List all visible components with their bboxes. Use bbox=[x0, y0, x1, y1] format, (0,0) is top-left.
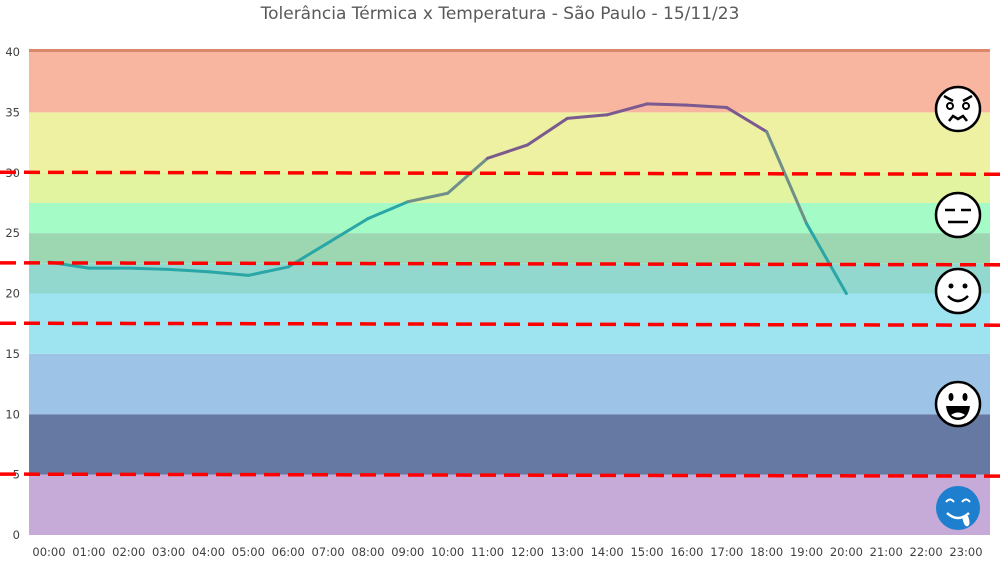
x-tick-label: 19:00 bbox=[790, 545, 823, 559]
x-tick-label: 13:00 bbox=[551, 545, 584, 559]
angry-face-icon bbox=[934, 85, 982, 133]
y-tick-label: 15 bbox=[5, 347, 20, 361]
x-tick-label: 15:00 bbox=[630, 545, 663, 559]
y-tick-label: 25 bbox=[5, 226, 20, 240]
y-tick-label: 5 bbox=[13, 468, 20, 482]
temperature-line-segment bbox=[805, 221, 848, 295]
tolerance-band bbox=[29, 414, 990, 475]
temperature-line-segment bbox=[446, 156, 490, 195]
x-tick-label: 18:00 bbox=[750, 545, 783, 559]
tolerance-band bbox=[29, 263, 990, 294]
grinning-face-icon bbox=[934, 380, 982, 428]
x-tick-label: 22:00 bbox=[910, 545, 943, 559]
temperature-line-segment bbox=[725, 106, 769, 134]
temperature-line-segment bbox=[685, 103, 729, 110]
x-tick-label: 23:00 bbox=[949, 545, 982, 559]
x-tick-label: 03:00 bbox=[152, 545, 185, 559]
x-tick-label: 08:00 bbox=[351, 545, 384, 559]
tolerance-band bbox=[29, 49, 990, 52]
temperature-series bbox=[47, 102, 848, 295]
y-tick-label: 20 bbox=[5, 287, 20, 301]
tolerance-band bbox=[29, 233, 990, 264]
x-tick-label: 11:00 bbox=[471, 545, 504, 559]
temperature-line-segment bbox=[326, 217, 370, 245]
x-tick-label: 07:00 bbox=[312, 545, 345, 559]
neutral-face-icon bbox=[934, 191, 982, 239]
temperature-line-segment bbox=[565, 113, 609, 120]
x-tick-label: 06:00 bbox=[272, 545, 305, 559]
y-tick-label: 35 bbox=[5, 105, 20, 119]
x-tick-label: 09:00 bbox=[391, 545, 424, 559]
x-tick-label: 21:00 bbox=[870, 545, 903, 559]
temperature-line-segment bbox=[206, 270, 250, 277]
temperature-line-segment bbox=[765, 130, 809, 225]
background-bands bbox=[29, 49, 990, 535]
y-tick-label: 0 bbox=[13, 528, 20, 542]
temperature-line-segment bbox=[366, 200, 410, 221]
x-tick-label: 10:00 bbox=[431, 545, 464, 559]
tolerance-band bbox=[29, 52, 990, 113]
smiling-face-icon bbox=[934, 267, 982, 315]
tolerance-band bbox=[29, 172, 990, 203]
temperature-line-segment bbox=[167, 267, 210, 274]
x-tick-label: 16:00 bbox=[670, 545, 703, 559]
temperature-line-segment bbox=[525, 116, 569, 147]
x-tick-label: 02:00 bbox=[112, 545, 145, 559]
x-tick-label: 12:00 bbox=[511, 545, 544, 559]
y-tick-label: 40 bbox=[5, 45, 20, 59]
x-tick-label: 14:00 bbox=[591, 545, 624, 559]
temperature-line-segment bbox=[486, 143, 529, 160]
x-tick-label: 05:00 bbox=[232, 545, 265, 559]
temperature-line-segment bbox=[605, 102, 649, 117]
tolerance-band bbox=[29, 202, 990, 234]
temperature-line-segment bbox=[246, 265, 290, 277]
x-tick-label: 20:00 bbox=[830, 545, 863, 559]
y-tick-label: 10 bbox=[5, 407, 20, 421]
tolerance-band bbox=[29, 353, 990, 415]
temperature-line-segment bbox=[127, 266, 171, 271]
x-tick-label: 17:00 bbox=[710, 545, 743, 559]
cold-face-icon bbox=[936, 486, 980, 530]
x-tick-label: 01:00 bbox=[72, 545, 105, 559]
chart-title: Tolerância Térmica x Temperatura - São P… bbox=[260, 4, 740, 24]
temperature-line-segment bbox=[645, 102, 689, 107]
x-tick-label: 04:00 bbox=[192, 545, 225, 559]
x-tick-label: 00:00 bbox=[32, 545, 65, 559]
tolerance-band bbox=[29, 112, 990, 173]
temperature-line-segment bbox=[406, 191, 450, 204]
tolerance-band bbox=[29, 474, 990, 535]
